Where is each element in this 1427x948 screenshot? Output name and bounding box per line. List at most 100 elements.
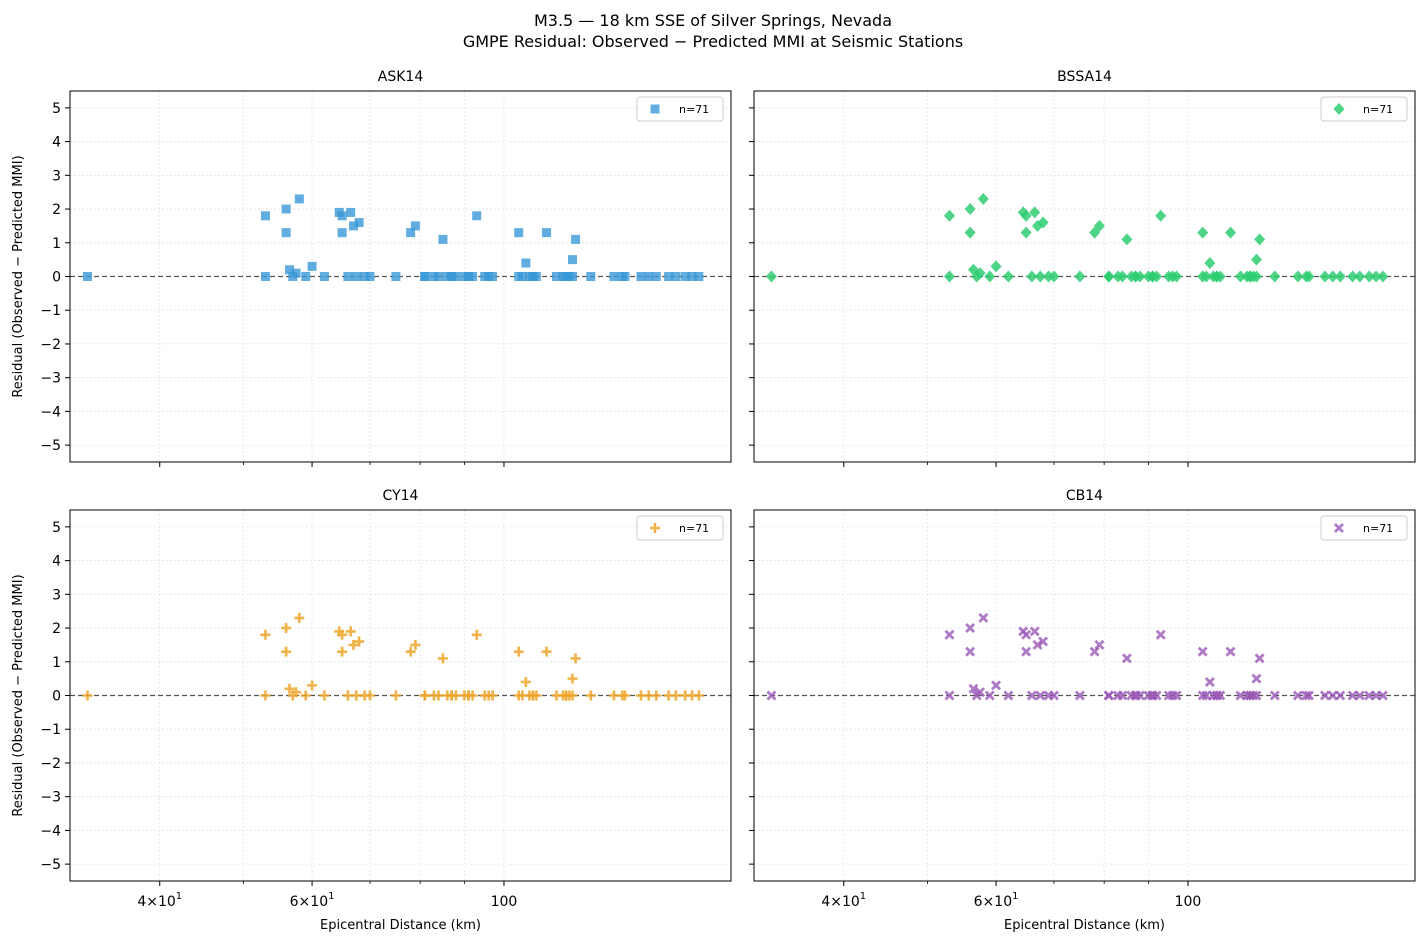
y-axis-label: Residual (Observed − Predicted MMI) — [11, 155, 26, 397]
y-tick-label: −5 — [40, 438, 61, 454]
panel-title: ASK14 — [378, 69, 424, 85]
data-point — [405, 646, 416, 657]
data-point — [337, 228, 347, 238]
legend-box — [636, 515, 724, 541]
data-point — [1074, 690, 1085, 701]
data-point — [1327, 690, 1338, 701]
data-point — [585, 690, 596, 701]
data-point — [1234, 270, 1246, 283]
data-point — [520, 677, 531, 688]
data-point — [1251, 690, 1262, 701]
data-point — [438, 234, 448, 244]
data-point — [1029, 206, 1041, 219]
data-point — [1254, 653, 1265, 664]
data-point — [1204, 677, 1215, 687]
data-point — [586, 272, 596, 281]
data-point — [1301, 690, 1312, 701]
data-point — [1117, 690, 1128, 701]
panel-ask14: ASK14 5 4 3 2 1 0 −1 −2 −3 −4 −5 Residual (Observed … — [11, 69, 732, 467]
data-point — [978, 612, 989, 623]
data-point — [1250, 253, 1262, 266]
data-point — [1363, 270, 1375, 283]
data-point — [1269, 270, 1281, 283]
data-point — [342, 690, 353, 701]
data-point — [1269, 690, 1280, 701]
data-point — [943, 209, 955, 222]
data-point — [517, 272, 527, 281]
data-point — [1319, 270, 1331, 283]
data-point — [1038, 636, 1049, 647]
data-point — [1225, 646, 1236, 657]
data-point — [1134, 270, 1146, 283]
data-point — [1303, 690, 1314, 701]
data-point — [1151, 270, 1163, 283]
data-point — [1035, 690, 1046, 701]
y-tick-label: −4 — [40, 823, 61, 839]
data-point — [1026, 270, 1038, 283]
data-point — [319, 690, 330, 701]
data-point — [1292, 690, 1303, 701]
data-point — [694, 272, 704, 281]
data-point — [567, 673, 578, 684]
legend: n=71 — [636, 96, 724, 122]
data-point — [974, 267, 986, 280]
y-tick-label: 5 — [52, 101, 61, 117]
data-point — [294, 194, 304, 204]
y-tick-label: 0 — [52, 270, 61, 286]
data-point — [1134, 690, 1145, 701]
data-point — [284, 683, 295, 694]
data-point — [567, 255, 577, 265]
y-tick-label: −4 — [40, 404, 61, 420]
data-point — [420, 272, 430, 281]
y-tick-label: −2 — [40, 337, 61, 353]
data-point — [82, 690, 93, 701]
y-tick-label: 1 — [52, 655, 61, 671]
y-tick-label: 5 — [52, 520, 61, 536]
data-point — [1103, 690, 1114, 701]
data-point — [1121, 233, 1133, 246]
data-point — [291, 268, 301, 278]
data-point — [450, 690, 461, 701]
data-point — [301, 272, 311, 281]
data-point — [567, 272, 577, 281]
data-point — [1248, 690, 1259, 701]
data-point — [693, 690, 704, 701]
data-point — [975, 687, 986, 698]
data-point — [365, 272, 375, 281]
data-point — [671, 272, 681, 281]
legend: n=71 — [1320, 96, 1408, 122]
data-point — [471, 629, 482, 640]
data-point — [1334, 523, 1344, 533]
legend: n=71 — [1320, 515, 1408, 541]
data-point — [1171, 690, 1182, 701]
data-point — [281, 646, 292, 657]
data-point — [977, 192, 989, 205]
y-tick-label: 1 — [52, 236, 61, 252]
data-point — [337, 211, 347, 221]
legend-box — [1320, 515, 1408, 541]
data-point — [364, 690, 375, 701]
data-point — [345, 626, 356, 637]
data-point — [1303, 270, 1315, 283]
data-point — [260, 629, 271, 640]
data-point — [354, 218, 364, 228]
y-tick-label: 2 — [52, 202, 61, 218]
data-point — [620, 272, 630, 281]
data-point — [619, 690, 630, 701]
data-point — [1377, 690, 1388, 701]
legend-box — [1320, 96, 1408, 122]
data-point — [391, 272, 401, 281]
data-point — [1214, 270, 1226, 283]
y-tick-label: −3 — [40, 790, 61, 806]
data-point — [571, 234, 581, 244]
y-tick-label: −1 — [40, 722, 61, 738]
data-point — [968, 683, 979, 694]
y-tick-label: 0 — [52, 689, 61, 705]
legend-box — [636, 96, 724, 122]
data-point — [1171, 270, 1183, 283]
panel-title: BSSA14 — [1057, 69, 1112, 85]
data-point — [1026, 690, 1037, 701]
data-point — [1048, 270, 1060, 283]
data-point — [521, 258, 531, 268]
data-point — [670, 690, 681, 701]
